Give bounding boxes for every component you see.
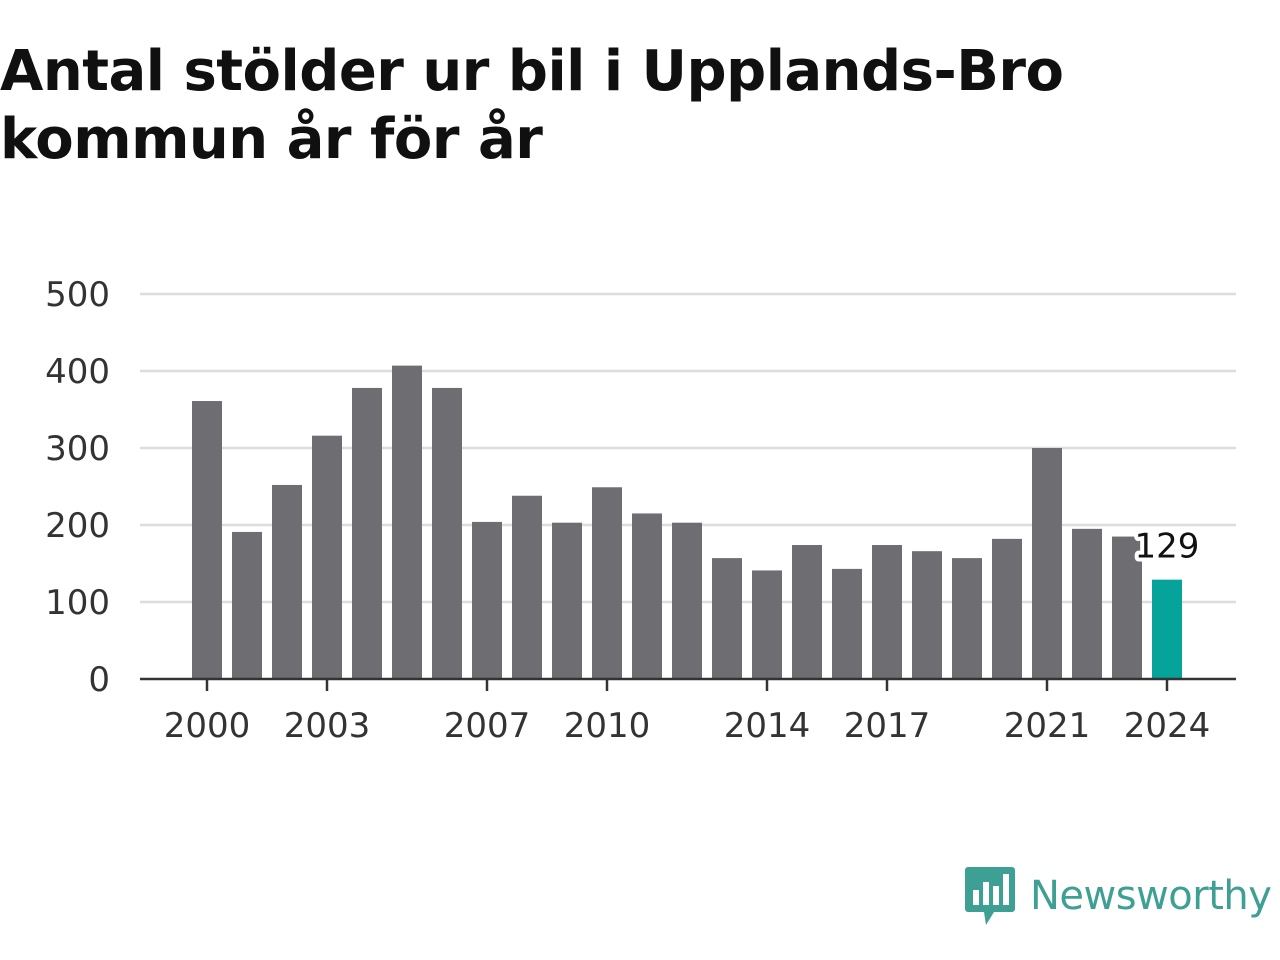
y-tick-label-300: 300 <box>45 429 110 469</box>
data-label-2024: 129 <box>1135 527 1200 567</box>
bar-2003 <box>312 435 342 679</box>
bar-2011 <box>632 513 662 679</box>
bar-2014 <box>752 570 782 679</box>
bar-2021 <box>1032 448 1062 679</box>
bar-2008 <box>512 495 542 679</box>
y-tick-label-400: 400 <box>45 352 110 392</box>
x-axis-tick-labels: 2000 2003 2007 2010 2014 2017 2021 2024 <box>164 706 1211 746</box>
bar-2022 <box>1072 528 1102 679</box>
y-tick-label-500: 500 <box>45 275 110 315</box>
newsworthy-logo: Newsworthy <box>964 864 1272 928</box>
x-tick-label-2007: 2007 <box>444 706 531 746</box>
bars <box>192 365 1182 679</box>
bar-2013 <box>712 558 742 679</box>
bar-2002 <box>272 484 302 679</box>
y-tick-label-100: 100 <box>45 583 110 623</box>
bar-2007 <box>472 521 502 679</box>
bar-2005 <box>392 365 422 679</box>
bar-2006 <box>432 387 462 679</box>
bar-2016 <box>832 568 862 679</box>
x-tick-label-2000: 2000 <box>164 706 251 746</box>
bar-2023 <box>1112 536 1142 679</box>
bar-2010 <box>592 487 622 679</box>
x-tick-label-2010: 2010 <box>564 706 651 746</box>
bar-2017 <box>872 545 902 679</box>
brand-name: Newsworthy <box>1030 873 1272 919</box>
bar-2004 <box>352 387 382 679</box>
bar-2000 <box>192 401 222 679</box>
y-axis-tick-labels: 0 100 200 300 400 500 <box>45 275 110 700</box>
x-tick-label-2021: 2021 <box>1004 706 1091 746</box>
x-axis <box>140 677 1236 691</box>
x-tick-label-2024: 2024 <box>1124 706 1211 746</box>
bar-2015 <box>792 545 822 679</box>
bar-2001 <box>232 531 262 679</box>
bar-2020 <box>992 538 1022 679</box>
bar-2012 <box>672 522 702 679</box>
bar-2009 <box>552 522 582 679</box>
newsworthy-logo-icon <box>965 867 1015 925</box>
x-tick-label-2003: 2003 <box>284 706 371 746</box>
chart-title: Antal stölder ur bil i Upplands-Bro komm… <box>0 39 1064 172</box>
x-tick-label-2014: 2014 <box>724 706 811 746</box>
x-tick-label-2017: 2017 <box>844 706 931 746</box>
y-tick-label-0: 0 <box>88 660 110 700</box>
y-tick-label-200: 200 <box>45 506 110 546</box>
bar-2018 <box>912 551 942 679</box>
data-labels: 129 <box>1131 523 1204 571</box>
bar-2024 <box>1152 579 1182 679</box>
bar-2019 <box>952 558 982 679</box>
